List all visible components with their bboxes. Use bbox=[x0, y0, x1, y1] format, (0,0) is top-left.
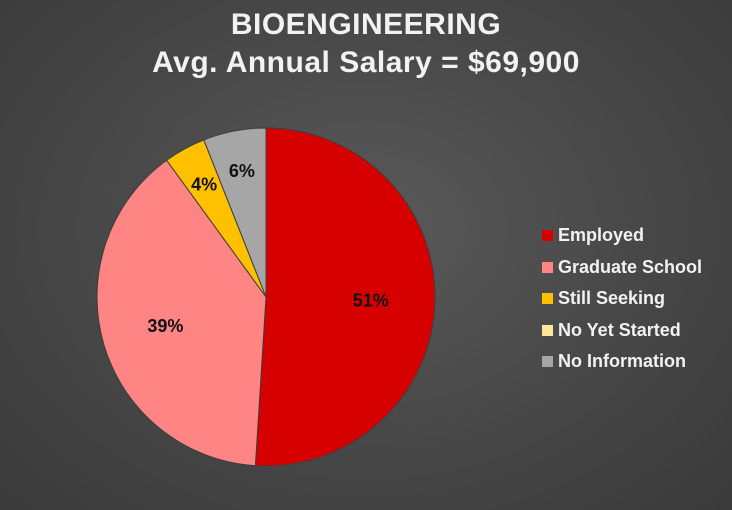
legend-item-no-information: No Information bbox=[542, 346, 702, 378]
legend-swatch bbox=[542, 230, 553, 242]
chart-legend: Employed Graduate School Still Seeking No Y… bbox=[542, 220, 702, 378]
legend-item-still-seeking: Still Seeking bbox=[542, 283, 702, 315]
legend-label: Graduate School bbox=[558, 256, 703, 277]
legend-label: No Information bbox=[558, 351, 686, 372]
legend-label: Employed bbox=[558, 225, 645, 246]
chart-title: BIOENGINEERING bbox=[230, 8, 502, 41]
chart-subtitle: Avg. Annual Salary = $69,900 bbox=[152, 46, 580, 79]
legend-swatch bbox=[542, 324, 553, 336]
legend-swatch bbox=[542, 293, 553, 305]
data-label-still-seeking: 4% bbox=[191, 174, 217, 194]
legend-label: Still Seeking bbox=[558, 288, 666, 309]
legend-swatch bbox=[542, 356, 553, 368]
pie-slice-graduate-school bbox=[96, 159, 267, 467]
legend-item-employed: Employed bbox=[542, 220, 702, 252]
data-label-graduate-school: 39% bbox=[147, 316, 183, 336]
pie-slice-no-information bbox=[203, 127, 267, 298]
pie-slice-employed bbox=[254, 127, 436, 467]
data-label-no-information: 6% bbox=[229, 161, 255, 181]
data-label-employed: 51% bbox=[353, 290, 389, 310]
legend-swatch bbox=[542, 261, 553, 273]
legend-label: No Yet Started bbox=[558, 319, 681, 340]
legend-item-graduate-school: Graduate School bbox=[542, 252, 702, 284]
legend-item-no-yet-started: No Yet Started bbox=[542, 315, 702, 347]
